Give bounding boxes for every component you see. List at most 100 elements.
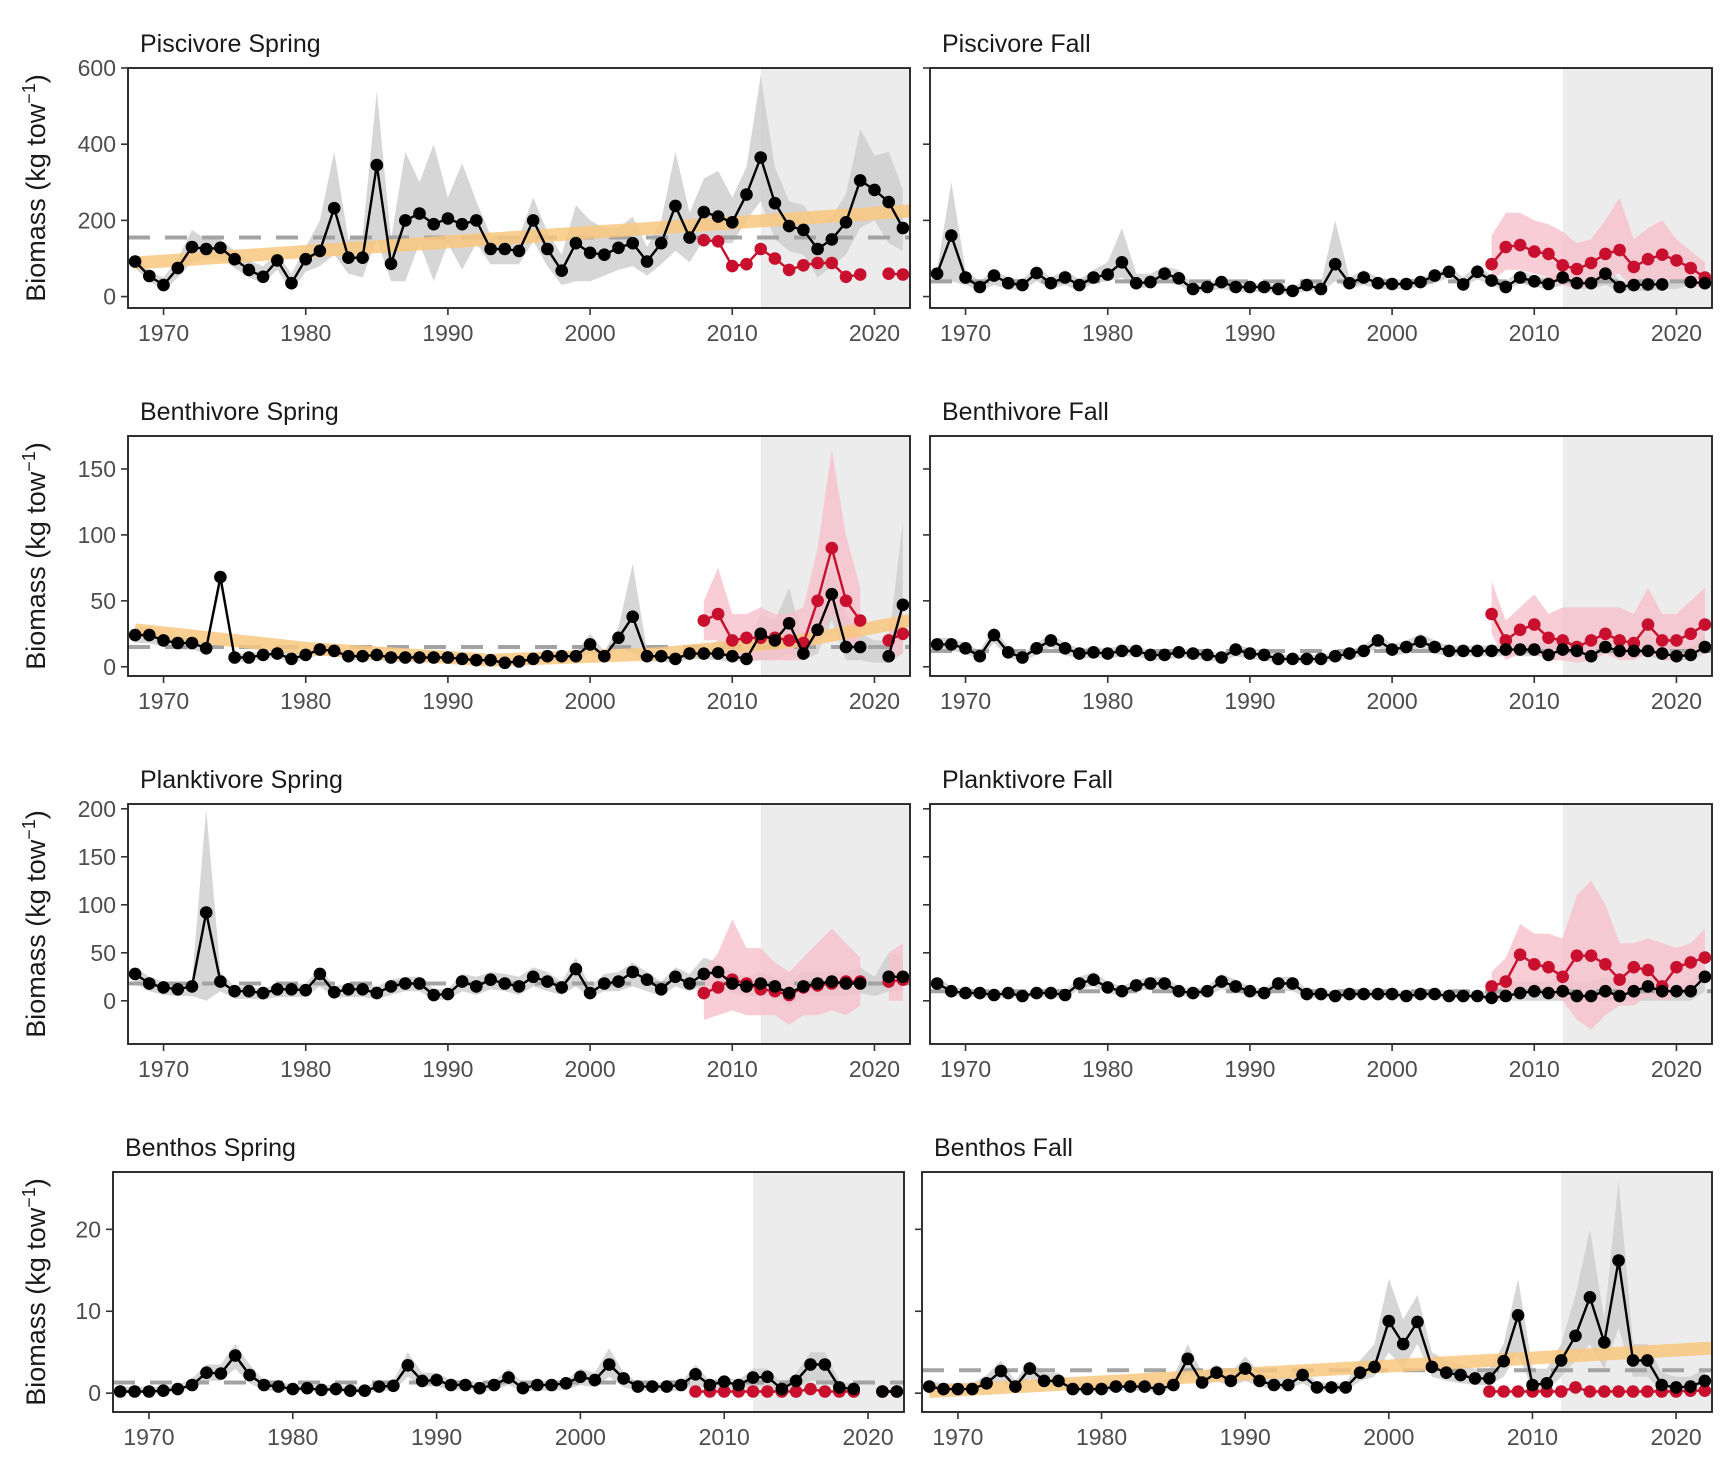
red-data-point	[1641, 1385, 1654, 1398]
panel-border	[127, 67, 911, 309]
y-tick-label: 150	[78, 456, 116, 482]
black-data-point	[1272, 652, 1285, 666]
panel: Benthivore Spring 1970 1980 1990 2000 2010 202…	[78, 398, 911, 714]
y-tick-label: 200	[78, 207, 116, 233]
black-data-point	[413, 977, 426, 990]
black-data-point	[387, 1379, 400, 1393]
black-data-point	[930, 638, 944, 651]
black-data-point	[1440, 1366, 1453, 1379]
black-data-point	[945, 984, 958, 998]
black-data-point	[384, 980, 398, 993]
black-data-point	[1499, 280, 1513, 294]
black-data-point	[1698, 640, 1712, 654]
panel-border	[112, 1171, 905, 1413]
black-data-point	[697, 205, 711, 219]
black-data-point	[1357, 987, 1370, 1001]
black-data-point	[1528, 984, 1541, 998]
y-axis-title-superscript: −1	[19, 819, 39, 840]
black-data-point	[1400, 277, 1413, 291]
black-data-point	[272, 1380, 285, 1393]
black-data-point	[740, 188, 753, 201]
black-data-point	[987, 628, 1001, 642]
y-tick-label: 400	[78, 131, 116, 157]
black-data-point	[966, 1382, 979, 1396]
black-data-point	[1030, 986, 1043, 1000]
black-data-point	[711, 210, 725, 223]
black-data-point	[1037, 1374, 1051, 1388]
black-data-point	[896, 970, 910, 984]
black-data-point	[185, 1378, 199, 1392]
black-data-point	[285, 276, 298, 290]
black-data-point	[1058, 271, 1072, 284]
black-data-point	[797, 647, 810, 660]
black-data-point	[1087, 973, 1100, 986]
black-data-point	[669, 652, 682, 666]
x-tick-label: 1980	[1076, 1424, 1127, 1450]
black-data-point	[1129, 644, 1143, 658]
x-tick-label: 1970	[940, 688, 991, 714]
black-data-point	[370, 986, 384, 1000]
black-data-point	[299, 252, 313, 266]
black-data-point	[413, 651, 426, 664]
black-data-point	[782, 219, 796, 233]
black-data-point	[256, 986, 270, 1000]
black-data-point	[959, 271, 972, 284]
x-tick-label: 2000	[1363, 1424, 1414, 1450]
black-data-point	[1257, 280, 1271, 294]
y-tick-label: 20	[75, 1216, 101, 1242]
black-data-point	[157, 634, 170, 647]
black-data-point	[1101, 268, 1114, 281]
x-tick-label: 1990	[1224, 688, 1275, 714]
black-data-point	[626, 236, 639, 250]
black-data-point	[711, 965, 725, 979]
black-data-point	[617, 1372, 630, 1385]
black-data-point	[1229, 280, 1242, 294]
black-data-point	[459, 1378, 472, 1392]
red-data-point	[1670, 254, 1683, 267]
black-data-point	[384, 257, 398, 271]
black-data-point	[1468, 1372, 1482, 1385]
black-data-point	[526, 652, 540, 666]
black-data-point	[455, 975, 469, 988]
black-data-point	[370, 158, 384, 172]
black-data-point	[1144, 648, 1157, 662]
black-data-point	[930, 977, 944, 990]
red-data-point	[1698, 951, 1712, 964]
black-data-point	[171, 636, 185, 650]
black-data-point	[768, 980, 782, 993]
black-data-point	[1698, 970, 1712, 984]
black-data-point	[1655, 1378, 1668, 1392]
red-data-point	[1570, 262, 1584, 276]
black-data-point	[1201, 648, 1214, 662]
black-data-point	[683, 977, 696, 990]
black-data-point	[674, 1378, 688, 1392]
black-data-point	[882, 970, 895, 984]
red-series-line	[1491, 952, 1706, 989]
x-tick-label: 2010	[1509, 1056, 1560, 1082]
black-data-point	[569, 962, 583, 976]
black-data-point	[669, 199, 682, 213]
x-tick-label: 2010	[707, 320, 758, 346]
black-data-point	[1670, 649, 1683, 663]
black-data-point	[789, 1374, 803, 1388]
black-data-point	[1215, 975, 1228, 988]
black-data-point	[1152, 1382, 1166, 1396]
black-data-point	[1215, 651, 1228, 664]
panel-border	[929, 803, 1713, 1045]
black-data-point	[1328, 257, 1342, 271]
plot-area	[128, 68, 910, 308]
black-data-point	[1513, 986, 1527, 1000]
black-data-point	[1627, 278, 1641, 292]
red-data-point	[825, 541, 839, 555]
black-data-point	[1542, 648, 1555, 662]
y-axis-title-close: )	[21, 810, 51, 819]
black-data-point	[640, 649, 654, 663]
black-data-point	[598, 649, 611, 663]
x-tick-label: 1970	[932, 1424, 983, 1450]
black-data-point	[313, 244, 327, 258]
black-data-point	[512, 244, 526, 258]
red-data-point	[1627, 960, 1641, 974]
panel-border	[127, 803, 911, 1045]
black-data-point	[839, 216, 853, 229]
red-data-point	[711, 981, 725, 994]
